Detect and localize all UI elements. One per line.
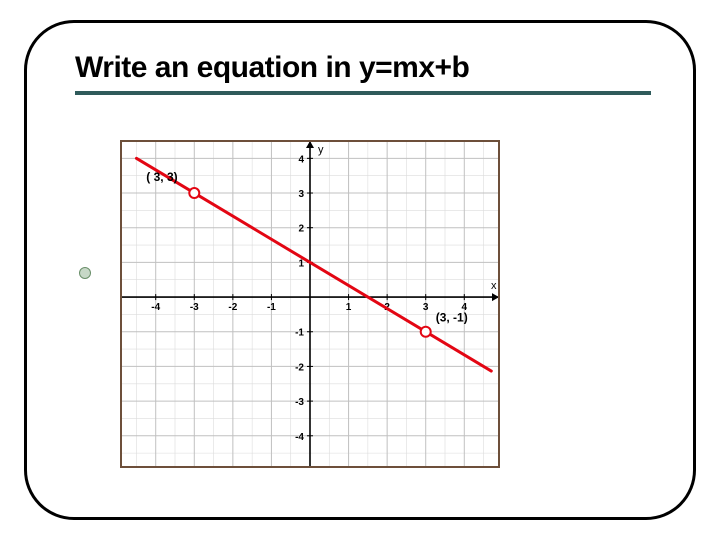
svg-text:-2: -2 <box>295 362 304 373</box>
svg-text:-4: -4 <box>151 302 160 313</box>
svg-text:4: 4 <box>298 154 304 165</box>
svg-text:3: 3 <box>298 189 304 200</box>
bullet-icon <box>79 267 91 279</box>
svg-text:-4: -4 <box>295 432 304 443</box>
svg-text:-3: -3 <box>190 302 199 313</box>
svg-text:( 3, 3): ( 3, 3) <box>146 170 177 184</box>
graph-container: -4-3-2-11234-4-3-2-11234xy( 3, 3)(3, -1) <box>115 135 505 473</box>
line-graph: -4-3-2-11234-4-3-2-11234xy( 3, 3)(3, -1) <box>115 135 505 473</box>
slide-frame: Write an equation in y=mx+b -4 -3 -2 -1 1 2 3 4… <box>24 20 696 520</box>
svg-text:x: x <box>491 280 497 292</box>
slide-title: Write an equation in y=mx+b <box>75 51 651 85</box>
svg-text:-1: -1 <box>267 302 276 313</box>
svg-text:-2: -2 <box>228 302 237 313</box>
svg-text:1: 1 <box>346 302 352 313</box>
svg-text:-3: -3 <box>295 397 304 408</box>
svg-text:-1: -1 <box>295 328 304 339</box>
svg-text:y: y <box>318 144 324 156</box>
title-block: Write an equation in y=mx+b <box>75 51 651 95</box>
svg-text:3: 3 <box>423 302 429 313</box>
svg-text:(3, -1): (3, -1) <box>436 311 468 325</box>
title-underline <box>75 91 651 95</box>
svg-text:2: 2 <box>298 224 304 235</box>
